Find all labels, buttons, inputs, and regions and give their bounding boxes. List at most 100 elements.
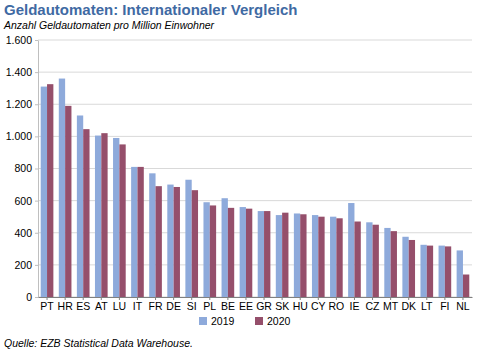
y-tick-mark (35, 72, 38, 73)
bar (312, 215, 318, 297)
bar (457, 250, 463, 297)
bar (222, 198, 228, 297)
y-tick-mark (35, 297, 38, 298)
y-tick: 600 (14, 194, 38, 206)
bar (95, 136, 101, 297)
x-tick: IE (349, 297, 359, 312)
x-tick: MT (383, 297, 399, 312)
legend-label: 2019 (211, 315, 235, 327)
legend-item: 2020 (255, 315, 291, 327)
series (47, 84, 469, 297)
x-tick: DK (401, 297, 416, 312)
y-tick-label: 600 (14, 194, 32, 206)
bar (65, 106, 71, 297)
bar (174, 187, 180, 297)
x-tick-label: HR (58, 300, 74, 312)
y-tick: 0 (26, 291, 38, 303)
legend-swatch (199, 317, 207, 325)
bar (348, 203, 354, 297)
y-tick: 1.400 (6, 66, 38, 78)
x-tick-label: IE (349, 300, 359, 312)
y-tick: 800 (14, 162, 38, 174)
x-tick-label: IT (133, 300, 143, 312)
x-tick: HU (293, 297, 308, 312)
x-tick-label: LU (113, 300, 126, 312)
x-axis-line (39, 297, 473, 298)
x-tick-label: ES (76, 300, 90, 312)
bar (402, 237, 408, 297)
bar (463, 275, 469, 297)
x-tick-label: AT (95, 300, 108, 312)
subtitle: Anzahl Geldautomaten pro Million Einwohn… (3, 19, 215, 31)
y-tick: 1.200 (6, 98, 38, 110)
bar (300, 214, 306, 297)
x-tick-label: FI (440, 300, 449, 312)
annotation: Quelle: EZB Statistical Data Warehouse. (4, 337, 193, 349)
x-tick-label: SI (187, 300, 197, 312)
bar (156, 186, 162, 297)
x-tick-label: PT (40, 300, 54, 312)
x-tick: LU (113, 297, 126, 312)
y-tick: 1.000 (6, 130, 38, 142)
y-tick-mark (35, 169, 38, 170)
x-tick: HR (58, 297, 74, 312)
bar (83, 129, 89, 297)
y-tick: 200 (14, 259, 38, 271)
x-tick-label: SK (275, 300, 289, 312)
y-axis: 02004006008001.0001.2001.4001.600 (6, 34, 39, 303)
y-tick-label: 0 (26, 291, 32, 303)
legend: 2019 2020 (199, 315, 291, 327)
bar (282, 213, 288, 297)
grid-line (38, 104, 472, 105)
x-tick-label: EE (239, 300, 253, 312)
x-tick-label: DK (401, 300, 416, 312)
grid (38, 40, 472, 297)
y-tick-label: 1.000 (6, 130, 32, 142)
bar (228, 208, 234, 297)
x-tick-label: RO (329, 300, 345, 312)
x-tick: FR (149, 297, 163, 312)
y-tick-label: 1.400 (6, 66, 32, 78)
legend-label: 2020 (267, 315, 291, 327)
bar (185, 180, 191, 297)
title: Geldautomaten: Internationaler Vergleich (4, 1, 297, 18)
y-tick-mark (35, 136, 38, 137)
bar (445, 246, 451, 297)
bar (167, 185, 173, 297)
bar (47, 84, 53, 297)
bar (318, 217, 324, 297)
y-tick-mark (35, 40, 38, 41)
bar (276, 215, 282, 297)
x-tick: SI (187, 297, 197, 312)
x-tick-label: DE (166, 300, 181, 312)
bar (409, 240, 415, 297)
x-tick-label: HU (293, 300, 308, 312)
series (41, 79, 463, 297)
bar (192, 190, 198, 297)
grid-line (38, 72, 472, 73)
bar (427, 246, 433, 297)
y-tick-label: 200 (14, 259, 32, 271)
y-tick-label: 1.600 (6, 34, 32, 46)
chart: Geldautomaten: Internationaler Vergleich… (0, 0, 480, 353)
x-tick: DE (166, 297, 181, 312)
x-tick: RO (329, 297, 345, 312)
grid-line (38, 40, 472, 41)
bar (366, 222, 372, 297)
x-tick-label: LT (421, 300, 433, 312)
bar (137, 167, 143, 297)
bar (149, 173, 155, 297)
x-tick-label: PL (203, 300, 216, 312)
x-tick: PT (40, 297, 54, 312)
x-tick-label: CZ (366, 300, 381, 312)
bar (131, 167, 137, 297)
y-tick-label: 1.200 (6, 98, 32, 110)
bar (59, 79, 65, 297)
y-tick-mark (35, 201, 38, 202)
bar (258, 211, 264, 297)
x-tick-label: GR (256, 300, 272, 312)
x-tick: LT (421, 297, 433, 312)
bar (294, 213, 300, 297)
bar (101, 133, 107, 297)
x-axis: PTHRESATLUITFRDESIPLBEEEGRSKHUCYROIECZMT… (39, 297, 473, 312)
